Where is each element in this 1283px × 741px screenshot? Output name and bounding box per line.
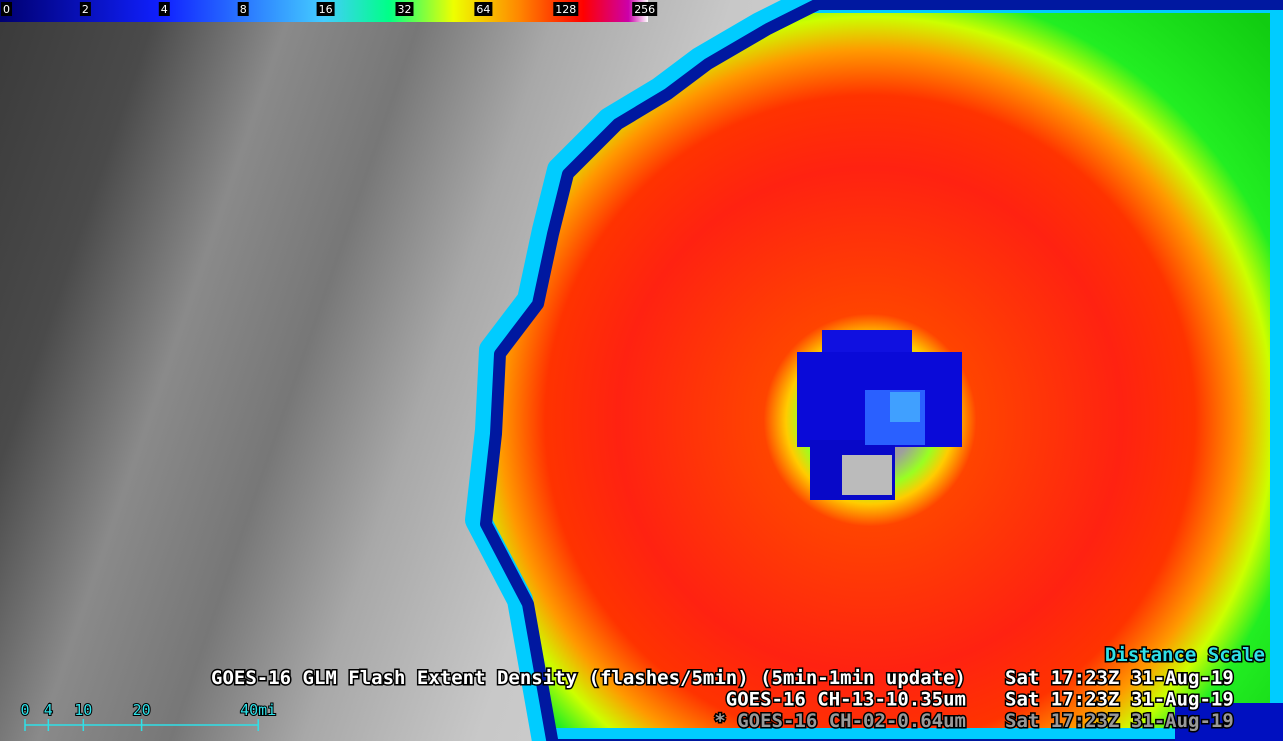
product-time: Sat 17:23Z 31-Aug-19	[1005, 710, 1234, 732]
cloud-edge	[480, 0, 1283, 741]
scale-bar-label: 20	[133, 701, 151, 719]
colorbar-label: 256	[634, 3, 655, 16]
scale-bar-label: 4	[44, 701, 53, 719]
colorbar-label: 2	[82, 3, 89, 16]
product-time: Sat 17:23Z 31-Aug-19	[1005, 667, 1234, 689]
colorbar-label: 32	[398, 3, 412, 16]
colorbar-label-box	[316, 2, 335, 16]
colorbar-label-box	[158, 2, 170, 16]
product-name: GOES-16 CH-13-10.35um	[726, 689, 966, 711]
scale-bar-label: 40mi	[240, 701, 276, 719]
colorbar-label-box	[237, 2, 249, 16]
glm-flash-cluster	[797, 330, 962, 500]
colorbar-label-box	[474, 2, 493, 16]
colorbar-label-box	[553, 2, 579, 16]
colorbar-label: 16	[319, 3, 333, 16]
product-name: * GOES-16 CH-02-0.64um	[714, 710, 966, 732]
colorbar-label: 0	[3, 3, 10, 16]
colorbar-label: 128	[555, 3, 576, 16]
distance-scale-title: Distance Scale	[1105, 644, 1265, 666]
colorbar-label-box	[1, 2, 12, 16]
scale-bar-label: 10	[74, 701, 92, 719]
product-time: Sat 17:23Z 31-Aug-19	[1005, 689, 1234, 711]
scale-bar-label: 0	[20, 701, 29, 719]
cloud-patch	[1175, 703, 1283, 741]
colorbar-label: 64	[476, 3, 490, 16]
colorbar-label: 8	[240, 3, 247, 16]
colorbar-label-box	[395, 2, 414, 16]
colorbar-label: 4	[161, 3, 168, 16]
product-name: GOES-16 GLM Flash Extent Density (flashe…	[211, 667, 966, 689]
colorbar-label-box	[79, 2, 91, 16]
colorbar-label-box	[632, 2, 658, 16]
